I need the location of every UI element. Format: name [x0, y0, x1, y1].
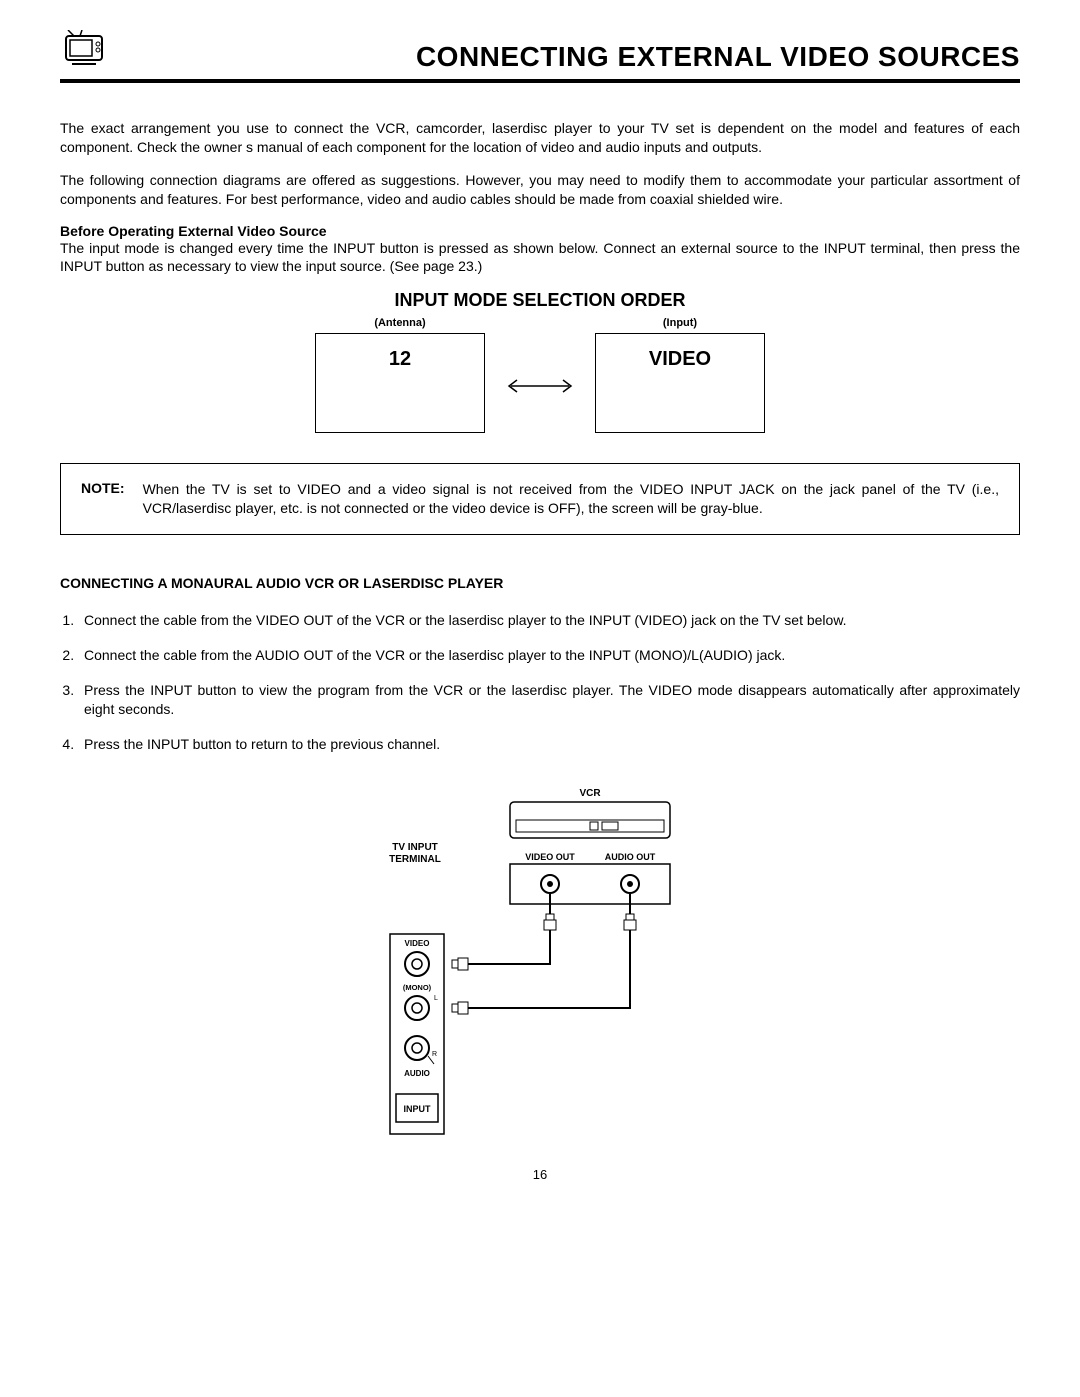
video-out-label: VIDEO OUT: [525, 852, 575, 862]
step-4: Press the INPUT button to return to the …: [78, 735, 1020, 754]
page-title: CONNECTING EXTERNAL VIDEO SOURCES: [416, 41, 1020, 73]
step-2: Connect the cable from the AUDIO OUT of …: [78, 646, 1020, 665]
input-col: (Input) VIDEO: [595, 317, 765, 433]
tv-input-label2: TERMINAL: [389, 854, 441, 865]
rca-plug-icon: [452, 1002, 476, 1014]
input-box: VIDEO: [595, 333, 765, 433]
panel-r-label: R: [432, 1051, 437, 1058]
panel-l-label: L: [434, 995, 438, 1002]
tv-icon: [60, 30, 108, 73]
antenna-col: (Antenna) 12: [315, 317, 485, 433]
intro-para-2: The following connection diagrams are of…: [60, 171, 1020, 209]
note-label: NOTE:: [81, 480, 125, 518]
vcr-label: VCR: [579, 788, 601, 799]
panel-input-label: INPUT: [404, 1104, 432, 1114]
monaural-heading: CONNECTING A MONAURAL AUDIO VCR OR LASER…: [60, 575, 1020, 591]
before-heading: Before Operating External Video Source: [60, 223, 1020, 239]
tv-input-label1: TV INPUT: [392, 842, 438, 853]
step-3: Press the INPUT button to view the progr…: [78, 681, 1020, 719]
connection-diagram: VCR TV INPUT TERMINAL VIDEO OUT AUDIO OU…: [60, 784, 1020, 1147]
panel-video-label: VIDEO: [405, 939, 430, 948]
step-1: Connect the cable from the VIDEO OUT of …: [78, 611, 1020, 630]
rca-plug-icon: [452, 958, 476, 970]
rca-plug-icon: [544, 914, 556, 938]
antenna-label: (Antenna): [374, 317, 425, 329]
panel-audio-label: AUDIO: [404, 1069, 430, 1078]
steps-list: Connect the cable from the VIDEO OUT of …: [60, 611, 1020, 753]
note-box: NOTE: When the TV is set to VIDEO and a …: [60, 463, 1020, 535]
input-mode-diagram: INPUT MODE SELECTION ORDER (Antenna) 12 …: [60, 290, 1020, 433]
page-header: CONNECTING EXTERNAL VIDEO SOURCES: [60, 30, 1020, 83]
input-label: (Input): [663, 317, 697, 329]
input-mode-title: INPUT MODE SELECTION ORDER: [60, 290, 1020, 311]
before-operating-block: Before Operating External Video Source T…: [60, 223, 1020, 277]
rca-plug-icon: [624, 914, 636, 938]
audio-out-label: AUDIO OUT: [605, 852, 656, 862]
note-text: When the TV is set to VIDEO and a video …: [143, 480, 999, 518]
before-para: The input mode is changed every time the…: [60, 239, 1020, 277]
page-number: 16: [60, 1167, 1020, 1182]
antenna-box: 12: [315, 333, 485, 433]
intro-para-1: The exact arrangement you use to connect…: [60, 119, 1020, 157]
panel-mono-label: (MONO): [403, 983, 432, 992]
double-arrow-icon: [505, 352, 575, 399]
